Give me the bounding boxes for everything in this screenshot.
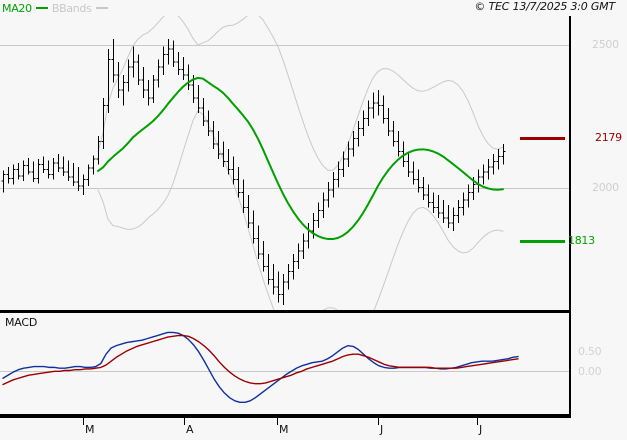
x-axis-tick-label: M <box>85 423 95 436</box>
x-axis-tick-label: A <box>186 423 194 436</box>
price-gridline-label-2000: 2000 <box>592 181 619 194</box>
x-axis-tick <box>277 416 278 425</box>
x-axis-tick-label: J <box>380 423 384 436</box>
legend-bbands-dash-icon <box>95 7 108 9</box>
x-axis-tick <box>184 416 185 425</box>
macd-axis-label-0-00: 0.00 <box>578 365 602 378</box>
macd-chart-svg <box>0 331 569 404</box>
copyright-timestamp: © TEC 13/7/2025 3:0 GMT <box>474 0 615 13</box>
legend-ma20-label: MA20 <box>2 1 32 15</box>
price-chart-panel <box>0 16 571 310</box>
legend-ma20-dash-icon <box>35 7 48 9</box>
price-chart-svg <box>0 16 569 310</box>
x-axis-tick <box>477 416 478 425</box>
x-axis-tick <box>378 416 379 425</box>
x-axis-tick-label: M <box>279 423 289 436</box>
macd-axis-label-0-50: 0.50 <box>578 345 602 358</box>
x-axis-tick-label: J <box>479 423 483 436</box>
macd-chart-panel: MACD <box>0 310 571 416</box>
chart-legend: MA20 BBands <box>2 1 108 15</box>
macd-title: MACD <box>5 316 38 329</box>
price-gridline-label-2500: 2500 <box>592 38 619 51</box>
x-axis-line <box>0 416 571 418</box>
legend-bbands-label: BBands <box>51 1 92 15</box>
price-marker-label-2179: 2179 <box>595 131 622 144</box>
x-axis-tick <box>83 416 84 425</box>
price-marker-label-1813: 1813 <box>568 234 595 247</box>
